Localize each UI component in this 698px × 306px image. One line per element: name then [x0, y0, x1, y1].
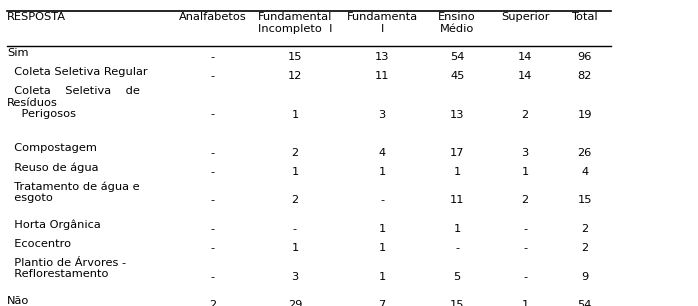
Text: Total: Total — [571, 12, 598, 22]
Text: 15: 15 — [288, 52, 302, 62]
Text: 12: 12 — [288, 71, 302, 81]
Text: 3: 3 — [521, 148, 529, 158]
Text: 1: 1 — [291, 110, 299, 120]
Text: Coleta Seletiva Regular: Coleta Seletiva Regular — [7, 67, 147, 77]
Text: 1: 1 — [378, 167, 386, 177]
Text: -: - — [524, 272, 527, 282]
Text: -: - — [211, 272, 215, 282]
Text: Ecocentro: Ecocentro — [7, 239, 71, 249]
Text: 14: 14 — [518, 52, 533, 62]
Text: 1: 1 — [378, 224, 386, 234]
Text: 82: 82 — [577, 71, 592, 81]
Text: 54: 54 — [450, 52, 464, 62]
Text: 1: 1 — [291, 243, 299, 253]
Text: Reuso de água: Reuso de água — [7, 162, 98, 173]
Text: -: - — [455, 243, 459, 253]
Text: -: - — [293, 224, 297, 234]
Text: -: - — [211, 71, 215, 81]
Text: -: - — [211, 196, 215, 206]
Text: 2: 2 — [209, 300, 216, 306]
Text: 19: 19 — [577, 110, 592, 120]
Text: 29: 29 — [288, 300, 302, 306]
Text: 1: 1 — [454, 167, 461, 177]
Text: -: - — [211, 224, 215, 234]
Text: 2: 2 — [581, 243, 588, 253]
Text: 2: 2 — [291, 148, 299, 158]
Text: -: - — [380, 196, 384, 206]
Text: 1: 1 — [454, 224, 461, 234]
Text: 45: 45 — [450, 71, 464, 81]
Text: Analfabetos: Analfabetos — [179, 12, 247, 22]
Text: 17: 17 — [450, 148, 464, 158]
Text: -: - — [211, 167, 215, 177]
Text: 26: 26 — [577, 148, 592, 158]
Text: 15: 15 — [577, 196, 592, 206]
Text: 9: 9 — [581, 272, 588, 282]
Text: Ensino
Médio: Ensino Médio — [438, 12, 476, 34]
Text: 11: 11 — [375, 71, 389, 81]
Text: Não: Não — [7, 296, 29, 306]
Text: Fundamenta
l: Fundamenta l — [347, 12, 417, 34]
Text: Horta Orgânica: Horta Orgânica — [7, 220, 101, 230]
Text: 5: 5 — [454, 272, 461, 282]
Text: 4: 4 — [378, 148, 386, 158]
Text: 1: 1 — [378, 272, 386, 282]
Text: 3: 3 — [291, 272, 299, 282]
Text: -: - — [524, 243, 527, 253]
Text: 7: 7 — [378, 300, 386, 306]
Text: Sim: Sim — [7, 48, 29, 58]
Text: Superior: Superior — [501, 12, 549, 22]
Text: 54: 54 — [577, 300, 592, 306]
Text: 3: 3 — [378, 110, 386, 120]
Text: 2: 2 — [521, 110, 529, 120]
Text: 2: 2 — [521, 196, 529, 206]
Text: Coleta    Seletiva    de
Resíduos
    Perigosos: Coleta Seletiva de Resíduos Perigosos — [7, 86, 140, 119]
Text: Compostagem: Compostagem — [7, 143, 97, 153]
Text: 2: 2 — [581, 224, 588, 234]
Text: 15: 15 — [450, 300, 464, 306]
Text: RESPOSTA: RESPOSTA — [7, 12, 66, 22]
Text: 14: 14 — [518, 71, 533, 81]
Text: 11: 11 — [450, 196, 464, 206]
Text: 1: 1 — [291, 167, 299, 177]
Text: 1: 1 — [378, 243, 386, 253]
Text: 96: 96 — [577, 52, 592, 62]
Text: 1: 1 — [521, 167, 529, 177]
Text: Plantio de Árvores -
  Reflorestamento: Plantio de Árvores - Reflorestamento — [7, 258, 126, 279]
Text: -: - — [211, 243, 215, 253]
Text: 2: 2 — [291, 196, 299, 206]
Text: 13: 13 — [375, 52, 389, 62]
Text: -: - — [211, 110, 215, 120]
Text: Tratamento de água e
  esgoto: Tratamento de água e esgoto — [7, 181, 140, 203]
Text: -: - — [211, 52, 215, 62]
Text: -: - — [524, 224, 527, 234]
Text: 4: 4 — [581, 167, 588, 177]
Text: 1: 1 — [521, 300, 529, 306]
Text: 13: 13 — [450, 110, 464, 120]
Text: -: - — [211, 148, 215, 158]
Text: Fundamental
Incompleto  I: Fundamental Incompleto I — [258, 12, 332, 34]
